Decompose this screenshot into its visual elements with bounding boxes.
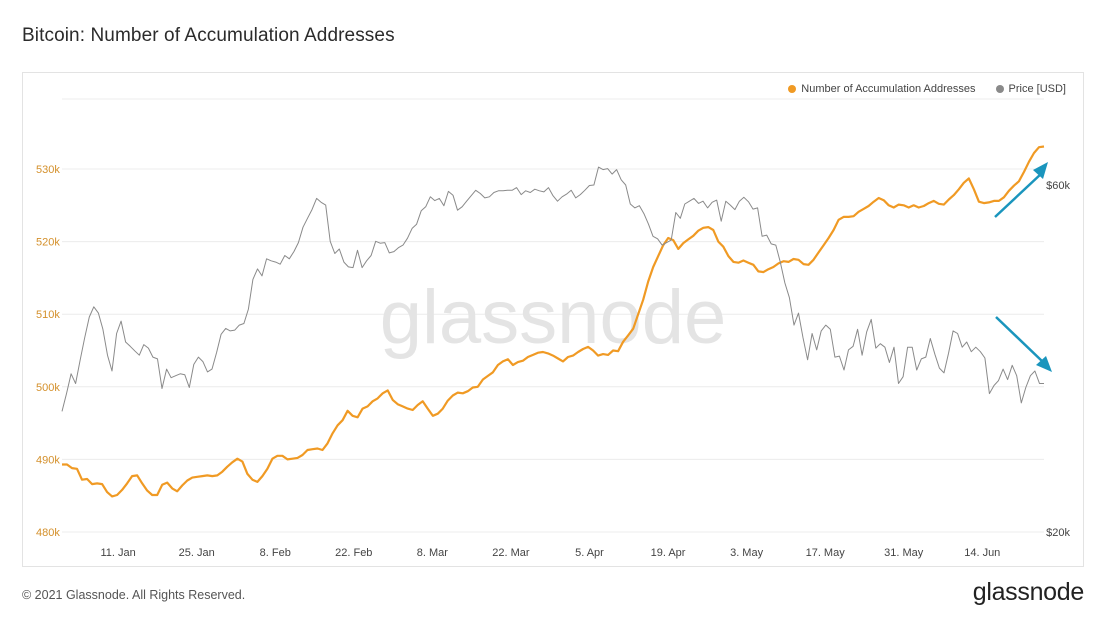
left-tick-label: 500k	[36, 382, 60, 394]
glassnode-logo[interactable]: glassnode	[972, 578, 1085, 606]
down-trend-arrow	[995, 316, 1044, 363]
price-line	[61, 166, 1044, 412]
legend-label-accumulation: Number of Accumulation Addresses	[801, 83, 976, 95]
series-lines	[61, 145, 1045, 498]
x-tick-label: 11. Jan	[100, 547, 135, 559]
x-tick-label: 22. Mar	[492, 547, 530, 559]
left-tick-label: 520k	[36, 237, 60, 249]
x-tick-label: 8. Mar	[417, 547, 449, 559]
watermark: glassnode	[380, 275, 727, 360]
x-tick-label: 14. Jun	[964, 547, 1000, 559]
left-axis: 480k 490k 500k 510k 520k 530k	[36, 164, 60, 539]
x-tick-label: 22. Feb	[335, 547, 372, 559]
right-axis: $20k $60k	[1046, 180, 1070, 539]
x-tick-label: 3. May	[730, 547, 764, 559]
x-tick-label: 19. Apr	[651, 547, 686, 559]
legend-item-accumulation[interactable]: Number of Accumulation Addresses	[788, 83, 976, 95]
left-tick-label: 530k	[36, 164, 60, 176]
x-tick-label: 8. Feb	[260, 547, 291, 559]
up-trend-arrow	[994, 172, 1043, 218]
left-tick-label: 510k	[36, 309, 60, 321]
x-axis: 11. Jan 25. Jan 8. Feb 22. Feb 8. Mar 22. Mar…	[100, 547, 1000, 559]
chart-title: Bitcoin: Number of Accumulation Addresse…	[22, 25, 395, 46]
x-tick-label: 17. May	[806, 547, 846, 559]
legend-item-price[interactable]: Price [USD]	[995, 83, 1066, 95]
legend-label-price: Price [USD]	[1008, 83, 1066, 95]
right-tick-label: $20k	[1046, 527, 1070, 539]
legend-dot-price	[995, 85, 1004, 93]
left-tick-label: 480k	[36, 527, 60, 539]
accumulation-addresses-line	[62, 145, 1045, 498]
x-tick-label: 31. May	[884, 547, 924, 559]
x-tick-label: 25. Jan	[179, 547, 215, 559]
x-tick-label: 5. Apr	[575, 547, 604, 559]
trend-arrows	[994, 162, 1052, 372]
copyright-footer: © 2021 Glassnode. All Rights Reserved.	[22, 588, 246, 602]
legend-dot-accumulation	[788, 85, 797, 93]
down-trend-arrowhead	[1036, 356, 1052, 372]
right-tick-label: $60k	[1046, 180, 1070, 192]
left-tick-label: 490k	[36, 454, 60, 466]
up-trend-arrowhead	[1033, 162, 1048, 179]
chart-legend: Number of Accumulation Addresses Price […	[788, 83, 1066, 95]
gridlines	[62, 98, 1044, 533]
chart-frame	[22, 72, 1084, 567]
